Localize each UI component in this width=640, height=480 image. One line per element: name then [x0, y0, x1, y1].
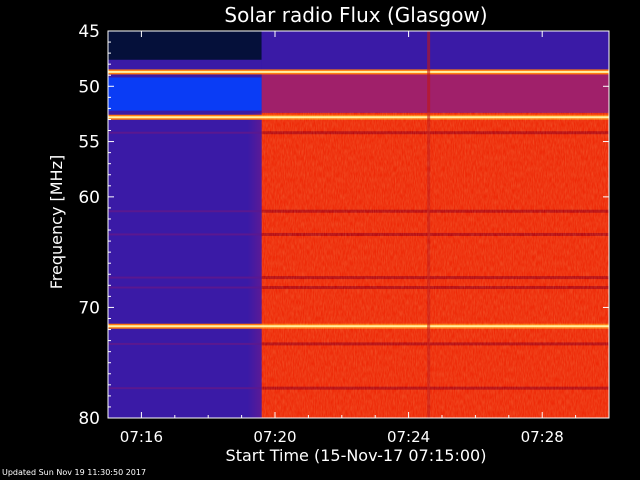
bright-line	[108, 70, 609, 73]
region-post-onset-low-freq	[261, 31, 609, 71]
y-tick-label: 45	[78, 22, 100, 42]
axes: 07:16 07:20 07:24 07:28 45 50 55 60 70 80	[78, 22, 610, 446]
noise-texture	[261, 112, 609, 418]
interference-line-pre	[108, 276, 262, 279]
interference-line-pre	[108, 286, 262, 289]
onset-transition	[247, 112, 262, 418]
update-timestamp: Updated Sun Nov 19 11:30:50 2017	[2, 468, 147, 477]
region-dark-low-flux	[108, 31, 262, 60]
plot-area	[108, 31, 609, 418]
interference-line-pre	[108, 131, 262, 134]
plot-frame	[107, 30, 610, 419]
interference-line-pre	[108, 387, 262, 390]
x-axis-label: Start Time (15-Nov-17 07:15:00)	[226, 446, 487, 465]
y-tick-label: 50	[78, 77, 100, 97]
interference-line-pre	[108, 233, 262, 236]
interference-line-pre	[108, 342, 262, 345]
x-tick-label: 07:20	[253, 428, 296, 446]
x-tick-label: 07:24	[387, 428, 430, 446]
y-axis-label: Frequency [MHz]	[47, 155, 66, 289]
x-tick-label: 07:28	[521, 428, 564, 446]
x-tick-label: 07:16	[120, 428, 163, 446]
region-post-onset-mid	[261, 70, 609, 113]
y-tick-label: 80	[78, 409, 100, 429]
y-tick-label: 55	[78, 133, 100, 153]
chart-title: Solar radio Flux (Glasgow)	[224, 3, 487, 27]
y-tick-label: 60	[78, 188, 100, 208]
interference-line-pre	[108, 210, 262, 213]
y-tick-label: 70	[78, 298, 100, 318]
region-blue-band	[108, 77, 262, 111]
